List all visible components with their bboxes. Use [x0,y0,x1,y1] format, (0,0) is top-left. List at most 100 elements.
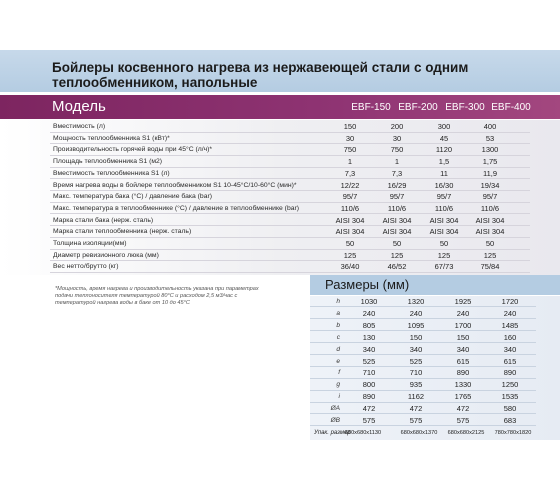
size-value: 240 [409,308,423,318]
size-label: g [336,381,340,389]
size-value: 340 [362,344,376,354]
size-value: 615 [456,356,470,366]
spec-label: Время нагрева воды в бойлере теплообменн… [53,181,297,189]
spec-label: Макс. температура в теплообменнике (°С) … [53,204,300,212]
size-value: 525 [362,356,376,366]
size-value: 1765 [454,392,472,402]
spec-value: 50 [392,239,402,248]
size-row: h 1030 1320 1925 1720 [310,296,536,308]
spec-value: 1120 [435,145,453,155]
size-label: h [336,298,340,305]
spec-label: Диаметр ревизионного люка (мм) [53,251,159,259]
spec-value: 1,5 [438,157,450,167]
spec-value: 125 [343,250,357,260]
size-value: 150 [409,332,423,342]
spec-value: 36/40 [340,262,360,272]
size-label: d [336,345,340,353]
size-value: 240 [503,308,517,318]
size-value: 472 [362,404,376,414]
spec-value: 50 [439,239,449,248]
spec-label: Марка стали бака (нерж. сталь) [53,216,154,224]
spec-value: 95/7 [342,192,358,202]
spec-value: 95/7 [482,192,498,202]
spec-value: 125 [437,250,451,260]
size-label: f [338,369,340,377]
sizes-table-background [310,296,560,440]
size-value: 710 [409,368,423,378]
spec-row: Вес нетто/брутто (кг) 36/40 46/52 67/73 75/8… [50,261,530,273]
size-label: ØB [330,417,340,424]
size-value: 1162 [407,392,425,402]
spec-label: Мощность теплообменника S1 (кВт)* [53,134,170,142]
footnote: *Мощность, время нагрева и производитель… [55,286,259,306]
spec-value: 7,3 [391,168,403,178]
size-row: ØB 575 575 575 683 [310,415,536,427]
spec-value: 50 [485,239,495,248]
size-value: 1700 [454,320,472,330]
spec-label: Марка стали теплообменника (нерж. сталь) [53,228,192,236]
size-value: 575 [456,416,470,425]
size-value: 575 [409,416,423,425]
spec-row: Мощность теплообменника S1 (кВт)* 30 30 45 5… [50,133,530,145]
model-ebf-150: EBF-150 [351,102,391,113]
size-value: 160 [503,332,517,342]
spec-value: AISI 304 [429,227,459,237]
spec-value: 110/6 [480,203,500,213]
size-label: i [338,393,340,401]
spec-value: 46/52 [387,262,407,272]
spec-row: Макс. температура в теплообменнике (°С) … [50,203,530,215]
model-ebf-300: EBF-300 [445,102,485,113]
size-value: 1535 [501,392,519,402]
size-label: b [336,321,340,329]
size-row: ØA 472 472 472 580 [310,403,536,415]
size-row: i 890 1162 1765 1535 [310,391,536,403]
size-row: g 800 935 1330 1250 [310,379,536,391]
size-row: e 525 525 615 615 [310,356,536,367]
spec-value: AISI 304 [382,215,412,225]
spec-row: Диаметр ревизионного люка (мм) 125 125 125 1… [50,250,530,262]
size-row: b 805 1095 1700 1485 [310,320,536,332]
spec-value: AISI 304 [335,227,365,237]
size-value: 615 [503,356,517,366]
sizes-title: Размеры (мм) [325,277,410,292]
spec-row: Макс. температура бака (°С) / давление б… [50,191,530,203]
size-row: a 240 240 240 240 [310,308,536,320]
size-value: 1925 [454,297,472,306]
spec-value: 200 [390,122,404,131]
model-label: Модель [52,98,106,115]
spec-value: 11 [440,168,448,178]
spec-label: Толщина изоляции(мм) [53,240,127,247]
spec-value: 19/34 [480,180,500,190]
size-value: 1250 [501,380,519,390]
spec-value: 750 [390,145,404,155]
spec-row: Толщина изоляции(мм) 50 50 50 50 [50,238,530,250]
pack-size-value: 780x780x1820 [494,430,532,436]
spec-value: 95/7 [389,192,405,202]
size-value: 800 [362,380,376,390]
size-value: 240 [456,308,470,318]
spec-value: 30 [345,133,355,143]
spec-value: 1 [347,157,353,167]
size-label: c [336,333,340,341]
spec-value: 150 [343,122,357,131]
spec-value: 300 [437,122,451,131]
pack-size-label: Упак. размер [314,430,351,436]
size-value: 1320 [407,297,425,306]
size-value: 683 [503,416,517,425]
spec-value: 1,75 [482,157,498,167]
model-ebf-200: EBF-200 [398,102,438,113]
spec-value: AISI 304 [475,227,505,237]
spec-value: 67/73 [434,262,454,272]
size-value: 1030 [360,297,378,306]
page-title: Бойлеры косвенного нагрева из нержавеюще… [52,60,469,90]
spec-label: Производительность горячей воды при 45°С… [53,146,213,154]
spec-row: Вместимость теплообменника S1 (л) 7,3 7,3 1… [50,168,530,180]
spec-label: Вместимость (л) [53,123,106,130]
size-label: a [336,309,340,317]
spec-value: 110/6 [387,203,407,213]
size-value: 472 [456,404,470,414]
spec-label: Площадь теплообменника S1 (м2) [53,158,163,166]
spec-value: 53 [485,133,495,143]
size-value: 525 [409,356,423,366]
